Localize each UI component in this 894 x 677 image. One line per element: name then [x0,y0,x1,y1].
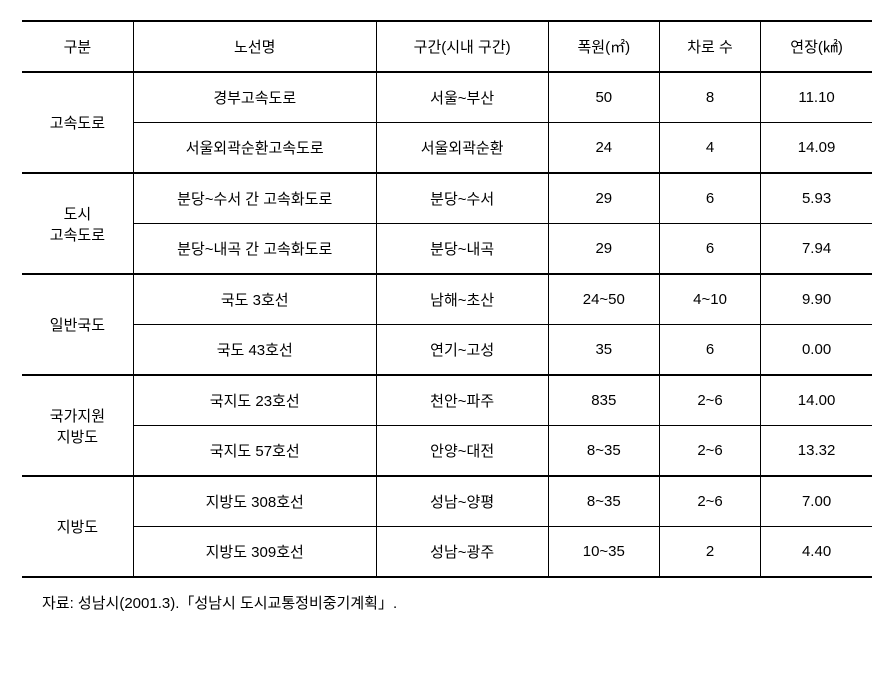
table-row: 지방도 309호선 성남~광주 10~35 2 4.40 [22,527,872,578]
cell-width: 835 [548,375,659,426]
table-row: 서울외곽순환고속도로 서울외곽순환 24 4 14.09 [22,123,872,174]
header-length: 연장(㎢) [761,21,872,72]
cell-length: 5.93 [761,173,872,224]
cell-category: 도시고속도로 [22,173,133,274]
cell-length: 11.10 [761,72,872,123]
cell-section: 안양~대전 [376,426,548,477]
cell-route: 지방도 308호선 [133,476,376,527]
cell-route: 국지도 23호선 [133,375,376,426]
cell-section: 분당~내곡 [376,224,548,275]
cell-width: 24~50 [548,274,659,325]
header-section: 구간(시내 구간) [376,21,548,72]
table-row: 일반국도 국도 3호선 남해~초산 24~50 4~10 9.90 [22,274,872,325]
cell-lanes: 6 [659,173,760,224]
table-row: 고속도로 경부고속도로 서울~부산 50 8 11.10 [22,72,872,123]
header-route: 노선명 [133,21,376,72]
cell-length: 7.94 [761,224,872,275]
cell-route: 국도 3호선 [133,274,376,325]
cell-route: 분당~내곡 간 고속화도로 [133,224,376,275]
cell-section: 연기~고성 [376,325,548,376]
cell-length: 9.90 [761,274,872,325]
table-row: 지방도 지방도 308호선 성남~양평 8~35 2~6 7.00 [22,476,872,527]
cell-section: 성남~양평 [376,476,548,527]
cell-length: 0.00 [761,325,872,376]
cell-width: 8~35 [548,476,659,527]
table-header-row: 구분 노선명 구간(시내 구간) 폭원(㎡) 차로 수 연장(㎢) [22,21,872,72]
table-row: 국지도 57호선 안양~대전 8~35 2~6 13.32 [22,426,872,477]
cell-lanes: 4 [659,123,760,174]
cell-lanes: 6 [659,325,760,376]
cell-length: 4.40 [761,527,872,578]
cell-section: 남해~초산 [376,274,548,325]
cell-route: 국지도 57호선 [133,426,376,477]
cell-width: 29 [548,173,659,224]
cell-width: 50 [548,72,659,123]
cell-section: 분당~수서 [376,173,548,224]
cell-route: 서울외곽순환고속도로 [133,123,376,174]
cell-lanes: 2 [659,527,760,578]
cell-length: 7.00 [761,476,872,527]
table-row: 국가지원지방도 국지도 23호선 천안~파주 835 2~6 14.00 [22,375,872,426]
source-note: 자료: 성남시(2001.3).「성남시 도시교통정비중기계획」. [42,592,874,613]
cell-lanes: 8 [659,72,760,123]
cell-length: 14.09 [761,123,872,174]
cell-lanes: 6 [659,224,760,275]
cell-route: 지방도 309호선 [133,527,376,578]
header-lanes: 차로 수 [659,21,760,72]
cell-width: 24 [548,123,659,174]
header-category: 구분 [22,21,133,72]
cell-lanes: 2~6 [659,476,760,527]
cell-width: 10~35 [548,527,659,578]
cell-lanes: 2~6 [659,375,760,426]
cell-category: 일반국도 [22,274,133,375]
cell-length: 14.00 [761,375,872,426]
cell-section: 성남~광주 [376,527,548,578]
cell-lanes: 4~10 [659,274,760,325]
cell-section: 천안~파주 [376,375,548,426]
header-width: 폭원(㎡) [548,21,659,72]
cell-category: 고속도로 [22,72,133,173]
cell-route: 분당~수서 간 고속화도로 [133,173,376,224]
cell-route: 국도 43호선 [133,325,376,376]
cell-width: 29 [548,224,659,275]
cell-length: 13.32 [761,426,872,477]
cell-category: 지방도 [22,476,133,577]
cell-section: 서울외곽순환 [376,123,548,174]
road-table: 구분 노선명 구간(시내 구간) 폭원(㎡) 차로 수 연장(㎢) 고속도로 경… [22,20,872,578]
table-row: 국도 43호선 연기~고성 35 6 0.00 [22,325,872,376]
cell-width: 8~35 [548,426,659,477]
table-row: 도시고속도로 분당~수서 간 고속화도로 분당~수서 29 6 5.93 [22,173,872,224]
table-row: 분당~내곡 간 고속화도로 분당~내곡 29 6 7.94 [22,224,872,275]
table-body: 고속도로 경부고속도로 서울~부산 50 8 11.10 서울외곽순환고속도로 … [22,72,872,577]
cell-category: 국가지원지방도 [22,375,133,476]
cell-route: 경부고속도로 [133,72,376,123]
cell-lanes: 2~6 [659,426,760,477]
cell-section: 서울~부산 [376,72,548,123]
cell-width: 35 [548,325,659,376]
